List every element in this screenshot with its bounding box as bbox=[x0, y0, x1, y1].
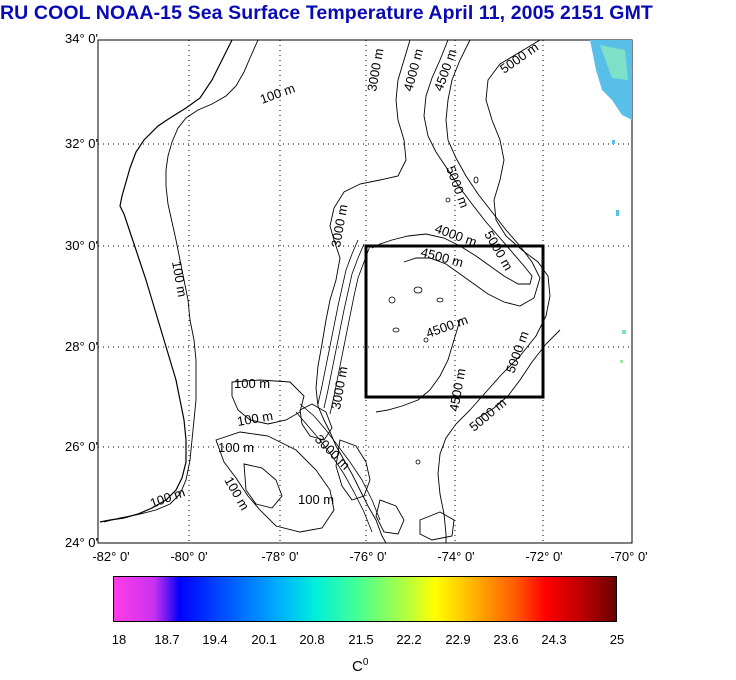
contour-label: 3000 m bbox=[328, 365, 350, 410]
isobath-4500m-a bbox=[403, 39, 541, 307]
isobath-4500m-b bbox=[375, 319, 461, 413]
lon-label: -80° 0' bbox=[170, 549, 208, 564]
colorbar-tick-label: 23.6 bbox=[493, 632, 519, 647]
map-title: RU COOL NOAA-15 Sea Surface Temperature … bbox=[0, 2, 653, 24]
isobath-3000m bbox=[315, 39, 411, 544]
colorbar-tick-label: 20.1 bbox=[251, 632, 277, 647]
colorbar-tick-label: 20.8 bbox=[299, 632, 325, 647]
coastline-us bbox=[99, 39, 233, 523]
colorbar-tick-label: 18 bbox=[111, 632, 127, 647]
colorbar-tick-label: 25 bbox=[609, 632, 625, 647]
isobath-5000m-b bbox=[477, 329, 561, 419]
contour-label: 100 m bbox=[169, 260, 190, 298]
colorbar-tick-label: 21.5 bbox=[348, 632, 374, 647]
colorbar-tick-label: 22.9 bbox=[445, 632, 471, 647]
contour-label: 3000 m bbox=[364, 47, 386, 92]
study-area-box bbox=[364, 244, 545, 399]
colorbar-unit: C0 bbox=[352, 657, 368, 675]
sst-colorbar bbox=[113, 576, 617, 622]
colorbar-unit-text: C bbox=[352, 658, 363, 675]
colorbar-unit-superscript: 0 bbox=[362, 657, 369, 668]
contour-label: 100 m bbox=[234, 376, 270, 391]
lon-label: -74° 0' bbox=[437, 549, 475, 564]
lat-label: 34° 0' bbox=[65, 31, 98, 46]
colorbar-tick-label: 22.2 bbox=[396, 632, 422, 647]
escarpment-contours bbox=[295, 239, 381, 533]
contour-label: 100 m bbox=[236, 408, 274, 429]
lat-label: 24° 0' bbox=[65, 535, 98, 550]
lat-label: 26° 0' bbox=[65, 439, 98, 454]
lon-label: -78° 0' bbox=[261, 549, 299, 564]
contour-label: 100 m bbox=[298, 492, 334, 507]
contour-label: 4500 m bbox=[446, 367, 468, 412]
lon-label: -82° 0' bbox=[92, 549, 130, 564]
lon-label: -76° 0' bbox=[349, 549, 387, 564]
contour-label: 100 m bbox=[218, 440, 254, 455]
isobath-5000m bbox=[437, 39, 551, 543]
seamount-contours bbox=[388, 176, 479, 465]
sst-data-patches bbox=[590, 40, 632, 363]
lat-label: 30° 0' bbox=[65, 238, 98, 253]
isobath-100m-bahamas bbox=[215, 379, 455, 541]
colorbar-tick-label: 19.4 bbox=[202, 632, 228, 647]
lat-label: 28° 0' bbox=[65, 339, 98, 354]
contour-label: 3000 m bbox=[328, 203, 350, 248]
isobath-4000m bbox=[371, 39, 533, 285]
lat-label: 32° 0' bbox=[65, 136, 98, 151]
colorbar-tick-label: 18.7 bbox=[154, 632, 180, 647]
sst-map: 100 m 100 m 100 m 100 m 100 m 100 m 100 … bbox=[97, 39, 633, 544]
isobath-100m-shelf bbox=[103, 39, 259, 523]
colorbar-tick-label: 24.3 bbox=[541, 632, 567, 647]
lon-label: -70° 0' bbox=[610, 549, 648, 564]
lon-label: -72° 0' bbox=[525, 549, 563, 564]
